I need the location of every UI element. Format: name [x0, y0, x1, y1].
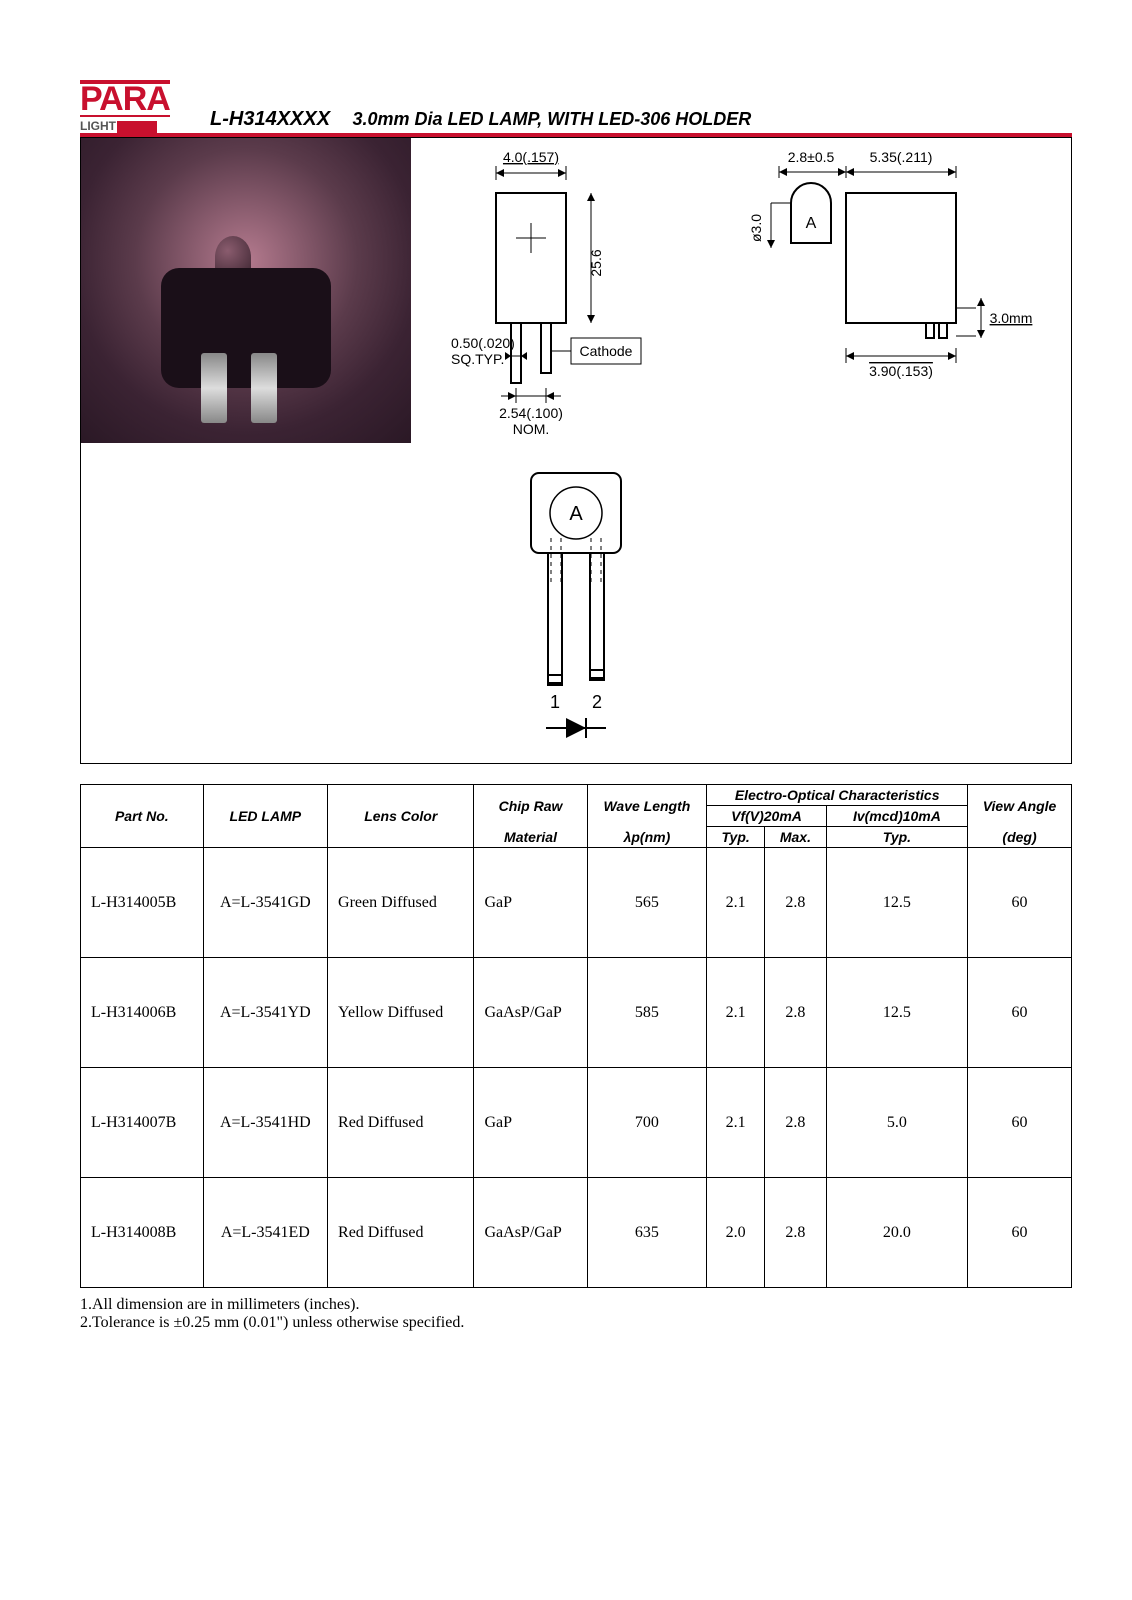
th-lambda: λp(nm) [587, 827, 707, 848]
cell-lamp: A=L-3541ED [203, 1178, 327, 1288]
th-vf: Vf(V)20mA [707, 806, 827, 827]
th-lens-color: Lens Color [328, 785, 474, 848]
cell-lens: Yellow Diffused [328, 958, 474, 1068]
page-title: L-H314XXXX 3.0mm Dia LED LAMP, WITH LED-… [200, 108, 1072, 135]
th-wave-len: Wave Length [587, 785, 707, 827]
th-typ-2: Typ. [826, 827, 967, 848]
table-body: L-H314005B A=L-3541GD Green Diffused GaP… [81, 848, 1072, 1288]
cell-part: L-H314007B [81, 1068, 204, 1178]
dim-pitch: 2.54(.100) [499, 405, 563, 421]
dimension-drawings: 4.0(.157) 25.6 [411, 138, 1071, 443]
figure-top-row: 4.0(.157) 25.6 [81, 138, 1071, 443]
title-desc: 3.0mm Dia LED LAMP, WITH LED-306 HOLDER [335, 109, 752, 129]
cell-wl: 635 [587, 1178, 707, 1288]
dim-right-w: 5.35(.211) [870, 149, 933, 165]
cell-vft: 2.1 [707, 958, 765, 1068]
figure-bottom-row: A 1 2 [81, 443, 1071, 763]
logo-red-box [117, 121, 157, 135]
cell-iv: 12.5 [826, 958, 967, 1068]
th-eoc: Electro-Optical Characteristics [707, 785, 968, 806]
cell-ang: 60 [968, 958, 1072, 1068]
dim-body-h: 3.0mm [990, 310, 1033, 326]
cell-chip: GaAsP/GaP [474, 958, 587, 1068]
cell-lamp: A=L-3541HD [203, 1068, 327, 1178]
table-row: L-H314005B A=L-3541GD Green Diffused GaP… [81, 848, 1072, 958]
dim-lead-sq: 0.50(.020) [451, 335, 515, 351]
cell-iv: 12.5 [826, 848, 967, 958]
cell-ang: 60 [968, 1068, 1072, 1178]
th-max: Max. [765, 827, 827, 848]
pin-2: 2 [592, 692, 602, 712]
cell-part: L-H314005B [81, 848, 204, 958]
cell-chip: GaP [474, 848, 587, 958]
footnote-2: 2.Tolerance is ±0.25 mm (0.01") unless o… [80, 1314, 1072, 1332]
logo-top: PARA [80, 80, 170, 117]
table-head: Part No. LED LAMP Lens Color Chip Raw Wa… [81, 785, 1072, 848]
figure-container: 4.0(.157) 25.6 [80, 137, 1072, 764]
table-row: L-H314007B A=L-3541HD Red Diffused GaP 7… [81, 1068, 1072, 1178]
cell-vft: 2.0 [707, 1178, 765, 1288]
th-iv: Iv(mcd)10mA [826, 806, 967, 827]
photo-holder [161, 268, 331, 388]
cell-lens: Green Diffused [328, 848, 474, 958]
cell-part: L-H314006B [81, 958, 204, 1068]
dim-height: 25.6 [588, 249, 604, 276]
cell-lens: Red Diffused [328, 1178, 474, 1288]
cell-lamp: A=L-3541YD [203, 958, 327, 1068]
cell-chip: GaP [474, 1068, 587, 1178]
cell-vfm: 2.8 [765, 958, 827, 1068]
cell-lens: Red Diffused [328, 1068, 474, 1178]
pin-1: 1 [550, 692, 560, 712]
th-part-no: Part No. [81, 785, 204, 848]
header-row: PARA LIGHT L-H314XXXX 3.0mm Dia LED LAMP… [80, 80, 1072, 135]
cell-ang: 60 [968, 1178, 1072, 1288]
cell-part: L-H314008B [81, 1178, 204, 1288]
cell-wl: 700 [587, 1068, 707, 1178]
cell-vfm: 2.8 [765, 1178, 827, 1288]
dim-right-tol: 2.8±0.5 [788, 149, 835, 165]
title-code: L-H314XXXX [210, 108, 330, 130]
th-view: View Angle [968, 785, 1072, 827]
cell-wl: 565 [587, 848, 707, 958]
dim-pitch-sub: NOM. [513, 421, 550, 437]
logo-bottom: LIGHT [80, 119, 116, 133]
dim-lead-sq-sub: SQ.TYP. [451, 351, 504, 367]
cell-ang: 60 [968, 848, 1072, 958]
cell-vft: 2.1 [707, 1068, 765, 1178]
footnote-1: 1.All dimension are in millimeters (inch… [80, 1296, 1072, 1314]
cell-lamp: A=L-3541GD [203, 848, 327, 958]
logo: PARA LIGHT [80, 80, 200, 135]
cell-chip: GaAsP/GaP [474, 1178, 587, 1288]
product-photo [81, 138, 411, 443]
th-typ-1: Typ. [707, 827, 765, 848]
cathode-label: Cathode [580, 343, 633, 359]
cell-vfm: 2.8 [765, 1068, 827, 1178]
cell-vfm: 2.8 [765, 848, 827, 958]
cell-iv: 20.0 [826, 1178, 967, 1288]
dim-body-w: 3.90(.153) [869, 363, 933, 379]
led-letter-a: A [806, 215, 817, 232]
footnotes: 1.All dimension are in millimeters (inch… [80, 1296, 1072, 1332]
cell-wl: 585 [587, 958, 707, 1068]
bottom-letter-a: A [569, 503, 583, 525]
th-deg: (deg) [968, 827, 1072, 848]
th-led-lamp: LED LAMP [203, 785, 327, 848]
cell-vft: 2.1 [707, 848, 765, 958]
logo-bottom-row: LIGHT [80, 117, 200, 135]
th-chip-mat: Material [474, 827, 587, 848]
cell-iv: 5.0 [826, 1068, 967, 1178]
table-row: L-H314008B A=L-3541ED Red Diffused GaAsP… [81, 1178, 1072, 1288]
data-table: Part No. LED LAMP Lens Color Chip Raw Wa… [80, 784, 1072, 1288]
table-row: L-H314006B A=L-3541YD Yellow Diffused Ga… [81, 958, 1072, 1068]
th-chip-raw: Chip Raw [474, 785, 587, 827]
dim-top: 4.0(.157) [503, 149, 559, 165]
dim-dia: ø3.0 [748, 214, 764, 242]
